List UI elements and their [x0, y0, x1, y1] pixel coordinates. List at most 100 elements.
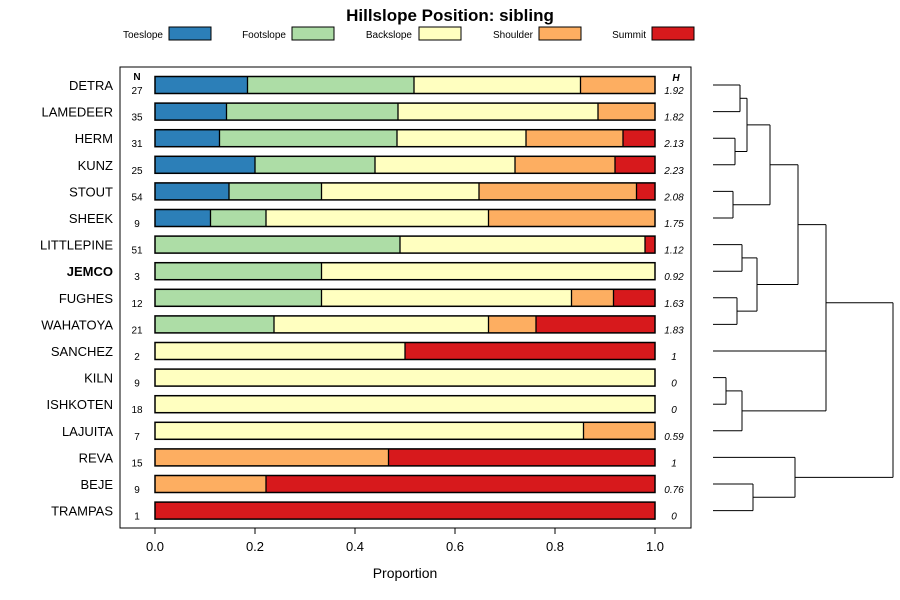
bar-segment-footslope — [155, 236, 400, 254]
bar-outline — [154, 368, 656, 387]
h-value: 2.23 — [663, 166, 684, 177]
bar-segment-footslope — [226, 103, 398, 121]
h-column-header: H — [672, 73, 680, 84]
bar-segment-summit — [536, 315, 655, 333]
legend-swatch-backslope — [418, 26, 462, 41]
x-tick-label: 0.0 — [146, 539, 164, 554]
bar-outline — [154, 394, 656, 414]
n-value: 12 — [131, 299, 143, 310]
site-label: KUNZ — [78, 158, 113, 173]
legend-label-shoulder: Shoulder — [493, 30, 534, 41]
bar-segment-backslope — [398, 103, 598, 121]
bar-segment-backslope — [321, 182, 479, 200]
n-value: 27 — [131, 86, 143, 97]
site-label: LITTLEPINE — [40, 238, 113, 253]
bar-segment-summit — [623, 129, 655, 147]
n-value: 51 — [131, 246, 143, 257]
x-tick-label: 0.6 — [446, 539, 464, 554]
bar-segment-footslope — [247, 76, 414, 94]
site-label: KILN — [84, 371, 113, 386]
legend-label-footslope: Footslope — [242, 30, 286, 41]
h-value: 1.82 — [664, 113, 684, 124]
bar-segment-shoulder — [488, 209, 655, 227]
bar-segment-footslope — [229, 182, 322, 200]
row-reva: REVA 15 1 — [79, 448, 677, 469]
bar-segment-shoulder — [488, 315, 536, 333]
n-value: 9 — [134, 485, 140, 496]
row-detra: DETRA 27 1.92 — [69, 75, 684, 97]
n-value: 3 — [134, 272, 140, 283]
bar-outline — [154, 315, 656, 334]
bar-segment-toeslope — [155, 182, 229, 200]
row-beje: BEJE 9 0.76 — [80, 474, 684, 496]
row-littlepine: LITTLEPINE 51 1.12 — [40, 235, 684, 257]
site-label: SHEEK — [69, 211, 113, 226]
x-tick-label: 0.2 — [246, 539, 264, 554]
x-axis-title: Proportion — [373, 565, 438, 581]
x-tick-label: 0.8 — [546, 539, 564, 554]
n-value: 2 — [134, 352, 140, 363]
x-axis: 0.0 0.2 0.4 0.6 0.8 1.0 — [146, 528, 664, 554]
bar-segment-shoulder — [155, 475, 266, 493]
row-fughes: FUGHES 12 1.63 — [59, 288, 684, 310]
n-column-header: N — [133, 72, 140, 83]
legend-swatch-toeslope — [168, 26, 212, 41]
bar-segment-backslope — [397, 129, 526, 147]
bar-outline — [154, 155, 656, 175]
n-value: 25 — [131, 166, 143, 177]
row-ishkoten: ISHKOTEN 18 0 — [47, 394, 677, 416]
bar-outline — [154, 341, 656, 361]
legend-label-backslope: Backslope — [366, 30, 413, 41]
row-trampas: TRAMPAS 1 0 — [51, 501, 677, 523]
site-label: WAHATOYA — [41, 317, 113, 332]
h-value: 0.76 — [664, 485, 684, 496]
h-value: 1 — [671, 458, 677, 469]
bar-outline — [154, 261, 656, 281]
bar-outline — [154, 182, 656, 201]
bar-segment-backslope — [155, 342, 405, 360]
bar-outline — [154, 75, 656, 95]
bar-outline — [154, 288, 656, 308]
h-value: 0.92 — [664, 272, 684, 283]
legend-swatch-footslope — [291, 26, 335, 41]
bar-segment-summit — [636, 182, 655, 200]
bar-segment-backslope — [155, 422, 584, 440]
bar-segment-footslope — [255, 156, 375, 174]
bar-segment-shoulder — [583, 422, 655, 440]
bar-segment-summit — [613, 289, 655, 307]
n-value: 31 — [131, 139, 143, 150]
row-jemco: JEMCO 3 0.92 — [67, 261, 684, 283]
bar-segment-summit — [405, 342, 655, 360]
site-label: TRAMPAS — [51, 504, 113, 519]
h-value: 2.08 — [663, 192, 684, 203]
h-value: 1.12 — [664, 246, 684, 257]
x-tick-label: 1.0 — [646, 539, 664, 554]
row-kiln: KILN 9 0 — [84, 368, 677, 390]
row-wahatoya: WAHATOYA 21 1.83 — [41, 315, 684, 336]
h-value: 1.75 — [664, 219, 684, 230]
legend-label-summit: Summit — [612, 30, 646, 41]
bar-outline — [154, 474, 656, 494]
bar-segment-shoulder — [155, 448, 389, 466]
bar-segment-summit — [645, 236, 655, 254]
site-label: FUGHES — [59, 291, 114, 306]
h-value: 0 — [671, 379, 677, 390]
bar-segment-backslope — [274, 315, 489, 333]
row-kunz: KUNZ 25 2.23 — [78, 155, 684, 177]
bar-segment-backslope — [266, 209, 489, 227]
h-value: 0 — [671, 405, 677, 416]
bar-segment-toeslope — [155, 156, 255, 174]
n-value: 18 — [131, 405, 143, 416]
bar-outline — [154, 448, 656, 467]
h-value: 1.63 — [664, 299, 684, 310]
h-value: 1.83 — [664, 325, 684, 336]
bar-segment-toeslope — [155, 209, 211, 227]
legend-swatch-summit — [651, 26, 695, 41]
site-label: LAMEDEER — [41, 105, 113, 120]
bar-segment-backslope — [400, 236, 645, 254]
bar-outline — [154, 501, 656, 520]
bar-outline — [154, 235, 656, 254]
bar-segment-toeslope — [155, 76, 248, 94]
bar-segment-backslope — [321, 289, 572, 307]
